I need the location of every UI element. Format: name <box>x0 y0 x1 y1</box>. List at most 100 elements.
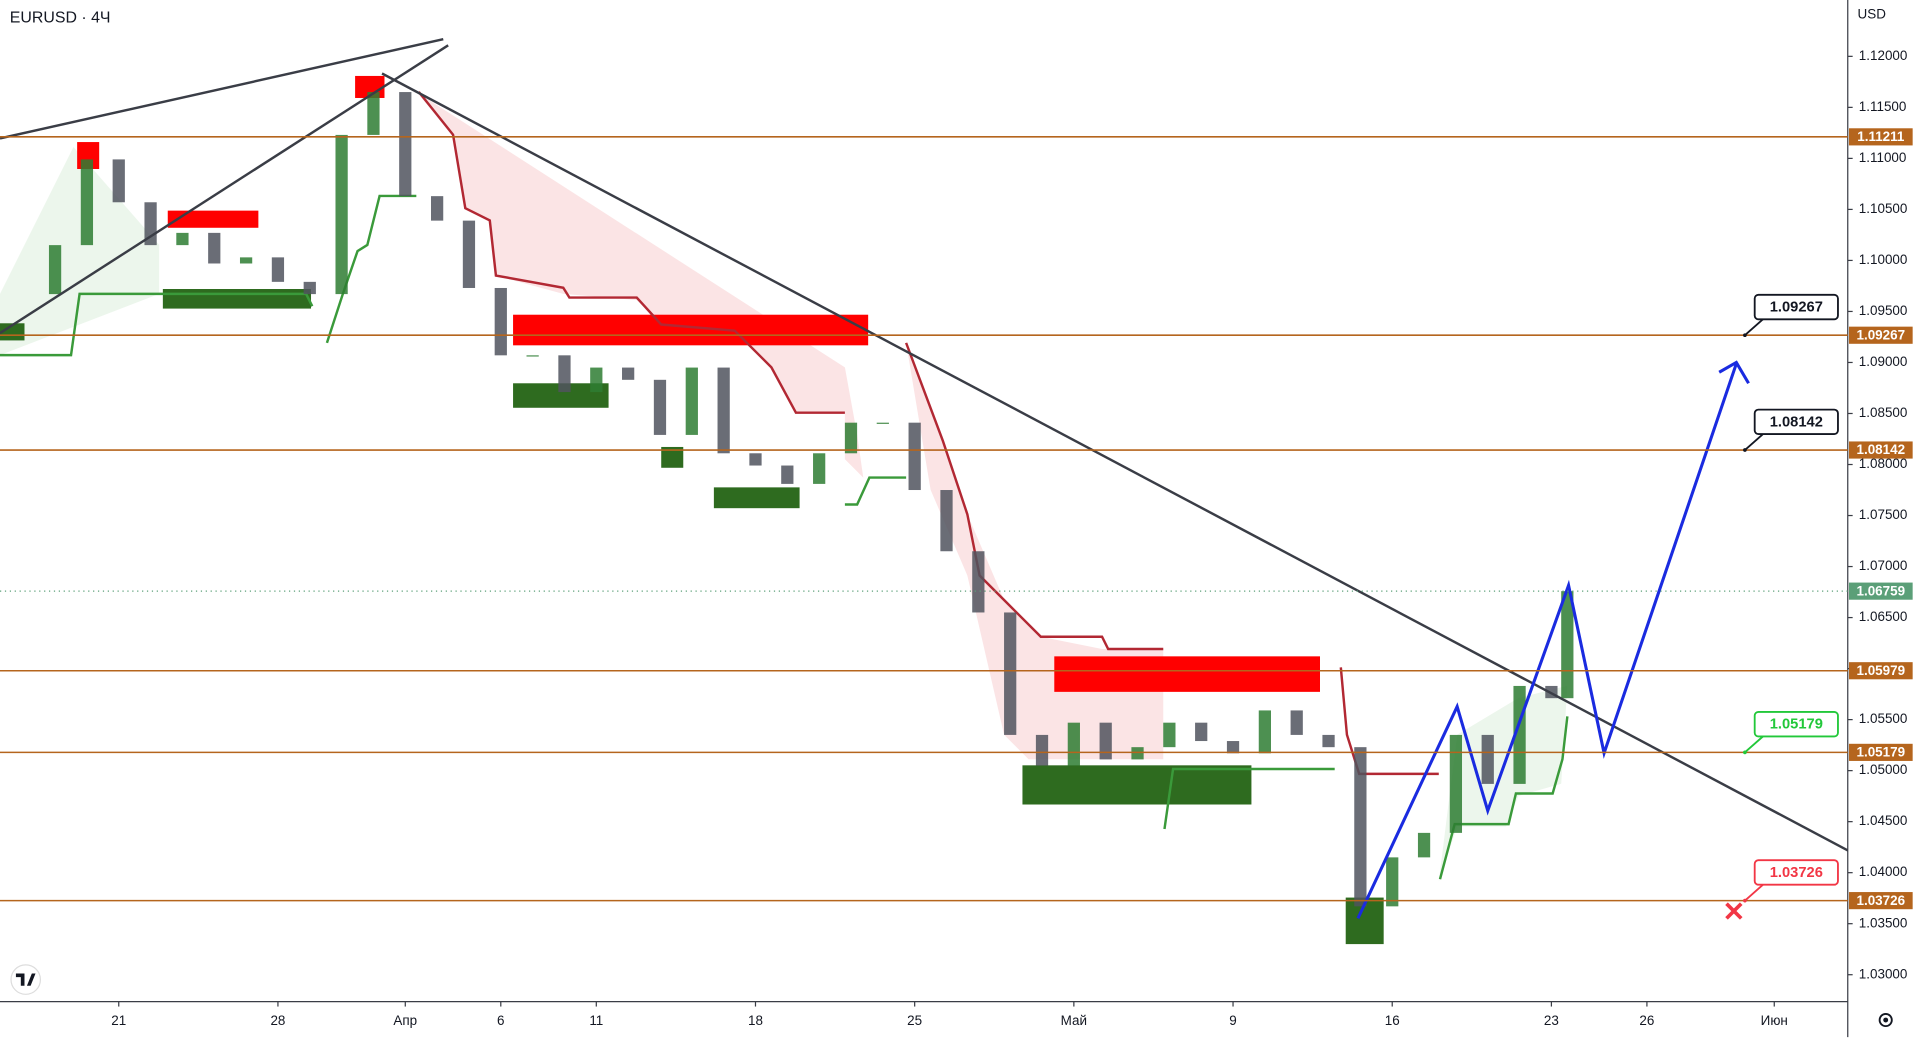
y-tick-label: 1.08000 <box>1859 456 1908 471</box>
candle <box>940 490 953 552</box>
candle <box>1258 710 1271 754</box>
callout-box <box>1753 711 1839 738</box>
candle <box>367 92 380 135</box>
y-tick-label: 1.05000 <box>1859 762 1908 777</box>
x-tick-label: 25 <box>907 1013 922 1028</box>
price-axis-bg <box>1847 0 1920 1046</box>
candle <box>908 422 921 491</box>
zones <box>0 75 1569 945</box>
candle <box>972 551 985 613</box>
candle <box>590 367 603 393</box>
x-tick-label: 26 <box>1639 1013 1654 1028</box>
callout-dot <box>1743 448 1747 452</box>
candle <box>1067 722 1080 766</box>
candle <box>1131 747 1144 760</box>
bear-fill <box>906 342 1164 760</box>
level-tag <box>1848 128 1913 146</box>
level-label: 1.11211 <box>1857 129 1905 144</box>
projection <box>1356 360 1750 920</box>
level-label: 1.05979 <box>1856 663 1905 678</box>
candle <box>399 92 412 197</box>
x-tick-label: Апр <box>393 1013 417 1028</box>
x-tick-label: 11 <box>589 1013 603 1028</box>
y-tick-label: 1.11500 <box>1859 99 1907 114</box>
callout-label: 1.05179 <box>1770 717 1823 733</box>
level-label: 1.08142 <box>1856 442 1905 457</box>
y-tick-label: 1.07000 <box>1859 558 1908 573</box>
y-tick-label: 1.12000 <box>1859 48 1908 63</box>
candle <box>653 379 667 435</box>
candle <box>112 159 125 203</box>
candle <box>685 367 698 435</box>
x-tick-label: 16 <box>1385 1013 1400 1028</box>
candle <box>1449 734 1463 833</box>
callout-label: 1.08142 <box>1770 414 1823 430</box>
currency: USD <box>1858 6 1887 21</box>
current-price-tag <box>1848 582 1913 600</box>
y-tick-label: 1.09500 <box>1859 303 1908 318</box>
callout-dot <box>1743 333 1747 338</box>
callout-box <box>1753 293 1839 321</box>
y-tick-label: 1.03500 <box>1859 915 1908 930</box>
candle <box>1099 722 1112 760</box>
candle <box>271 257 285 282</box>
candle <box>813 453 826 484</box>
candle <box>749 453 762 466</box>
y-tick-label: 1.04500 <box>1859 813 1908 828</box>
candles <box>48 92 1574 907</box>
demand-zones <box>0 289 1384 945</box>
candle <box>303 281 316 295</box>
trendlines <box>0 38 1850 853</box>
candle <box>1354 747 1367 907</box>
candle <box>1163 722 1176 748</box>
supertrend-up <box>325 194 417 344</box>
callout-dot <box>1743 898 1747 903</box>
x-tick-label: 18 <box>748 1013 763 1028</box>
tv-logo <box>10 964 42 995</box>
candle <box>1561 591 1574 699</box>
level-tag <box>1848 441 1913 459</box>
candle <box>1195 722 1208 742</box>
candle <box>494 287 507 356</box>
candle <box>622 367 635 380</box>
callout-label: 1.09267 <box>1770 300 1823 316</box>
settings-icon[interactable] <box>1878 1012 1893 1028</box>
supertrend-down <box>417 91 845 414</box>
y-tick-label: 1.07500 <box>1859 507 1908 522</box>
supertrend-up <box>1163 767 1335 830</box>
candle <box>1226 741 1240 754</box>
y-tick-label: 1.10500 <box>1859 201 1908 216</box>
y-tick-label: 1.08500 <box>1859 405 1908 420</box>
stop-mark <box>1725 902 1743 920</box>
candle <box>876 422 889 424</box>
x-tick-label: 21 <box>111 1013 126 1028</box>
candle <box>781 465 794 484</box>
level-tag <box>1848 662 1913 680</box>
candle <box>1481 734 1494 784</box>
y-tick-label: 1.04000 <box>1859 864 1908 879</box>
x-tick-label: 23 <box>1544 1013 1559 1028</box>
supertrend-down <box>1339 667 1439 776</box>
candle <box>208 232 221 264</box>
callout-box <box>1753 859 1839 886</box>
candle <box>558 355 571 393</box>
supply-zones <box>77 75 1320 692</box>
x-tick-label: Июн <box>1761 1013 1788 1028</box>
candle <box>1322 734 1335 748</box>
supertrend-up <box>0 292 314 357</box>
candle <box>239 257 253 264</box>
candle <box>844 422 858 454</box>
level-tag <box>1848 743 1913 761</box>
candle <box>80 159 94 246</box>
y-tick-label: 1.06500 <box>1859 609 1908 624</box>
level-tag <box>1848 326 1913 344</box>
y-tick-label: 1.11000 <box>1859 150 1907 165</box>
callout-dot <box>1743 750 1747 755</box>
y-tick-label: 1.05500 <box>1859 711 1908 726</box>
candle <box>335 134 348 295</box>
candle <box>1004 612 1017 735</box>
callout-label: 1.03726 <box>1770 865 1823 881</box>
bull-fill <box>0 146 160 356</box>
candle <box>176 232 189 246</box>
